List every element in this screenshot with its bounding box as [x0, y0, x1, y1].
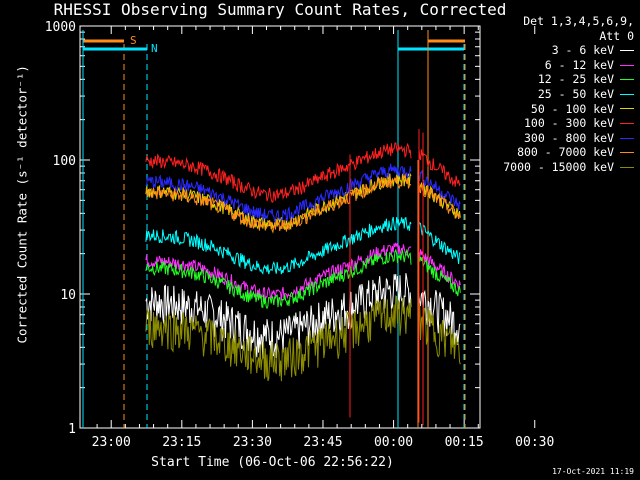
saa-label: S [130, 34, 137, 47]
series-trace-7 [145, 172, 461, 234]
y-axis-label: Corrected Count Rate (s⁻¹ detector⁻¹) [14, 65, 30, 344]
legend-swatch [620, 93, 634, 95]
legend-swatch [620, 152, 634, 154]
x-tick-label: 23:00 [92, 435, 131, 450]
legend-swatch [620, 137, 634, 139]
legend-entry: 12 - 25 keV [503, 72, 634, 87]
series-trace-6 [145, 163, 461, 224]
legend-header-line-1: Det 1,3,4,5,6,9, [523, 14, 634, 28]
footer-timestamp: 17-Oct-2021 11:19 [552, 467, 634, 476]
legend-entry-label: 12 - 25 keV [537, 72, 614, 87]
y-tick-label: 1000 [45, 20, 76, 35]
legend-entry: 800 - 7000 keV [503, 145, 634, 160]
x-tick-label: 00:30 [515, 435, 554, 450]
legend-swatch [620, 166, 634, 168]
legend-entry: 6 - 12 keV [503, 58, 634, 73]
night-label: N [151, 42, 158, 55]
series-trace-8 [145, 295, 461, 382]
legend-swatch [620, 49, 634, 51]
series-trace-3 [145, 216, 461, 275]
legend-entry-label: 3 - 6 keV [551, 43, 614, 58]
legend-entry-label: 50 - 100 keV [530, 101, 614, 116]
x-tick-label: 23:45 [303, 435, 342, 450]
x-tick-label: 23:15 [162, 435, 201, 450]
legend-entry-label: 800 - 7000 keV [517, 145, 614, 160]
series-trace-1 [145, 242, 461, 302]
legend-entry-label: 7000 - 15000 keV [503, 159, 614, 174]
legend-header-line-2: Att 0 [599, 28, 634, 43]
legend: Det 1,3,4,5,6,9, Att 0 3 - 6 keV 6 - 12 k… [503, 14, 634, 175]
legend-entry: 50 - 100 keV [503, 102, 634, 117]
y-tick-label: 1 [68, 422, 76, 437]
legend-entry-label: 300 - 800 keV [523, 130, 614, 145]
x-tick-label: 00:15 [445, 435, 484, 450]
legend-entry: 100 - 300 keV [503, 116, 634, 131]
chart-title: RHESSI Observing Summary Count Rates, Co… [53, 0, 507, 19]
legend-entry-label: 6 - 12 keV [544, 57, 614, 72]
legend-entry-label: 25 - 50 keV [537, 86, 614, 101]
series-trace-2 [145, 248, 461, 310]
legend-entry: 300 - 800 keV [503, 131, 634, 146]
legend-swatch [620, 64, 634, 66]
legend-swatch [620, 79, 634, 81]
series-trace-5 [145, 142, 461, 203]
legend-entry: 7000 - 15000 keV [503, 160, 634, 175]
series-trace-0 [145, 273, 461, 359]
legend-entry: 25 - 50 keV [503, 87, 634, 102]
y-tick-label: 10 [60, 288, 76, 303]
x-tick-label: 00:00 [374, 435, 413, 450]
legend-entry: 3 - 6 keV [503, 43, 634, 58]
plot-frame [79, 25, 481, 429]
legend-swatch [620, 108, 634, 110]
legend-swatch [620, 122, 634, 124]
y-tick-label: 100 [53, 154, 76, 169]
legend-entry-label: 100 - 300 keV [523, 116, 614, 131]
x-axis-label: Start Time (06-Oct-06 22:56:22) [151, 455, 394, 470]
x-tick-label: 23:30 [233, 435, 272, 450]
